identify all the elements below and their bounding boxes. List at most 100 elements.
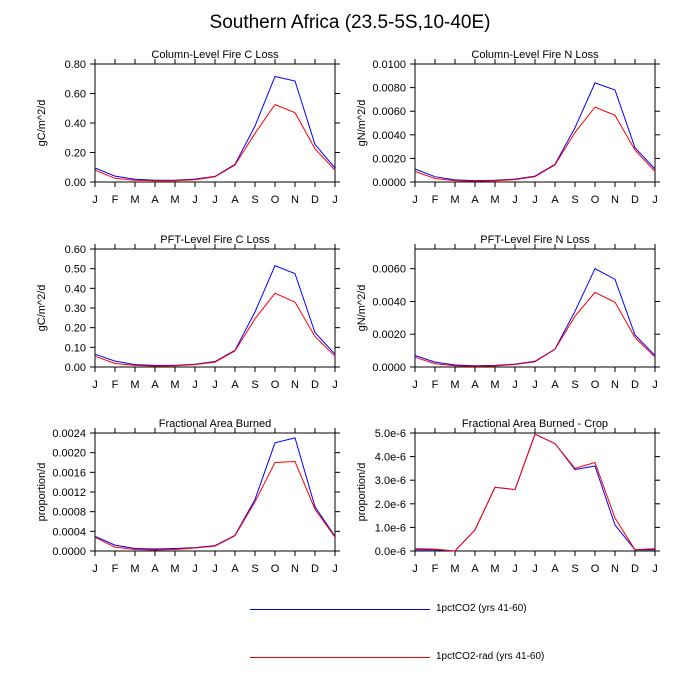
x-tick-label: J (652, 563, 658, 575)
y-tick-label: 0.0012 (52, 487, 86, 499)
x-tick-label: D (631, 194, 639, 206)
x-tick-label: J (532, 194, 538, 206)
y-tick-label: 0.0100 (372, 59, 406, 71)
x-tick-label: M (450, 194, 459, 206)
series-line-2 (414, 106, 656, 182)
x-tick-label: S (571, 194, 578, 206)
x-tick-label: D (311, 379, 319, 391)
x-tick-label: A (151, 379, 159, 391)
x-tick-label: N (611, 563, 619, 575)
x-tick-label: J (512, 379, 518, 391)
x-tick-label: A (551, 194, 559, 206)
y-tick-label: 0.0008 (52, 507, 86, 519)
x-tick-label: M (490, 194, 499, 206)
y-tick-label: 0.0040 (372, 296, 406, 308)
chart-title: Column-Level Fire N Loss (471, 49, 599, 61)
x-tick-label: J (412, 379, 418, 391)
x-tick-label: J (332, 194, 338, 206)
y-tick-label: 0.20 (65, 148, 86, 160)
y-tick-label: 0.0e-6 (375, 546, 406, 558)
x-tick-label: M (170, 379, 179, 391)
y-tick-label: 0.50 (65, 264, 86, 276)
x-tick-label: J (652, 194, 658, 206)
y-tick-label: 0.60 (65, 244, 86, 256)
y-tick-label: 0.80 (65, 59, 86, 71)
series-line-1 (94, 75, 336, 181)
x-tick-label: N (611, 194, 619, 206)
y-tick-label: 0.00 (65, 362, 86, 374)
chart-title: Column-Level Fire C Loss (151, 49, 279, 61)
y-tick-label: 0.0020 (52, 448, 86, 460)
y-tick-label: 0.0060 (372, 264, 406, 276)
x-tick-label: O (591, 563, 600, 575)
y-tick-label: 0.0060 (372, 106, 406, 118)
x-tick-label: F (112, 194, 119, 206)
series-line-2 (414, 433, 656, 552)
x-tick-label: A (551, 379, 559, 391)
plot-frame (414, 432, 656, 552)
x-tick-label: N (291, 379, 299, 391)
y-tick-label: 0.0040 (372, 130, 406, 142)
x-tick-label: J (92, 563, 98, 575)
y-tick-label: 0.0000 (52, 546, 86, 558)
x-tick-label: M (170, 563, 179, 575)
y-tick-label: 0.00 (65, 177, 86, 189)
x-tick-label: M (130, 563, 139, 575)
x-tick-label: A (151, 563, 159, 575)
plot-frame (94, 63, 336, 183)
plot-frame (414, 248, 656, 368)
x-tick-label: N (611, 379, 619, 391)
y-axis-label: gN/m^2/d (356, 285, 368, 332)
x-tick-label: M (450, 379, 459, 391)
x-tick-label: S (571, 379, 578, 391)
x-tick-label: J (532, 563, 538, 575)
x-tick-label: J (212, 194, 218, 206)
x-tick-label: M (130, 379, 139, 391)
y-tick-label: 0.0080 (372, 83, 406, 95)
y-axis-label: gC/m^2/d (36, 285, 48, 332)
y-tick-label: 0.0020 (372, 329, 406, 341)
x-tick-label: N (291, 194, 299, 206)
x-tick-label: D (631, 563, 639, 575)
x-tick-label: S (571, 563, 578, 575)
series-line-2 (94, 103, 336, 182)
series-line-2 (414, 291, 656, 367)
y-tick-label: 5.0e-6 (375, 428, 406, 440)
x-tick-label: J (192, 563, 198, 575)
y-tick-label: 0.0024 (52, 428, 86, 440)
y-tick-label: 3.0e-6 (375, 475, 406, 487)
x-tick-label: D (311, 194, 319, 206)
x-tick-label: M (130, 194, 139, 206)
y-axis-label: gN/m^2/d (356, 100, 368, 147)
x-tick-label: J (512, 563, 518, 575)
series-line-2 (94, 460, 336, 551)
x-tick-label: O (591, 379, 600, 391)
x-tick-label: S (251, 379, 258, 391)
x-tick-label: D (631, 379, 639, 391)
y-tick-label: 2.0e-6 (375, 499, 406, 511)
x-tick-label: A (151, 194, 159, 206)
x-tick-label: J (192, 194, 198, 206)
x-tick-label: S (251, 563, 258, 575)
series-line-2 (94, 292, 336, 367)
y-tick-label: 0.0000 (372, 362, 406, 374)
x-tick-label: J (332, 563, 338, 575)
x-tick-label: O (271, 194, 280, 206)
x-tick-label: M (170, 194, 179, 206)
y-tick-label: 0.30 (65, 303, 86, 315)
y-tick-label: 0.60 (65, 89, 86, 101)
x-tick-label: O (271, 563, 280, 575)
y-tick-label: 4.0e-6 (375, 452, 406, 464)
chart-title: PFT-Level Fire N Loss (480, 234, 590, 246)
x-tick-label: A (551, 563, 559, 575)
x-tick-label: A (231, 563, 239, 575)
x-tick-label: O (591, 194, 600, 206)
y-tick-label: 0.20 (65, 323, 86, 335)
y-tick-label: 0.0020 (372, 153, 406, 165)
x-tick-label: M (450, 563, 459, 575)
x-tick-label: J (412, 563, 418, 575)
